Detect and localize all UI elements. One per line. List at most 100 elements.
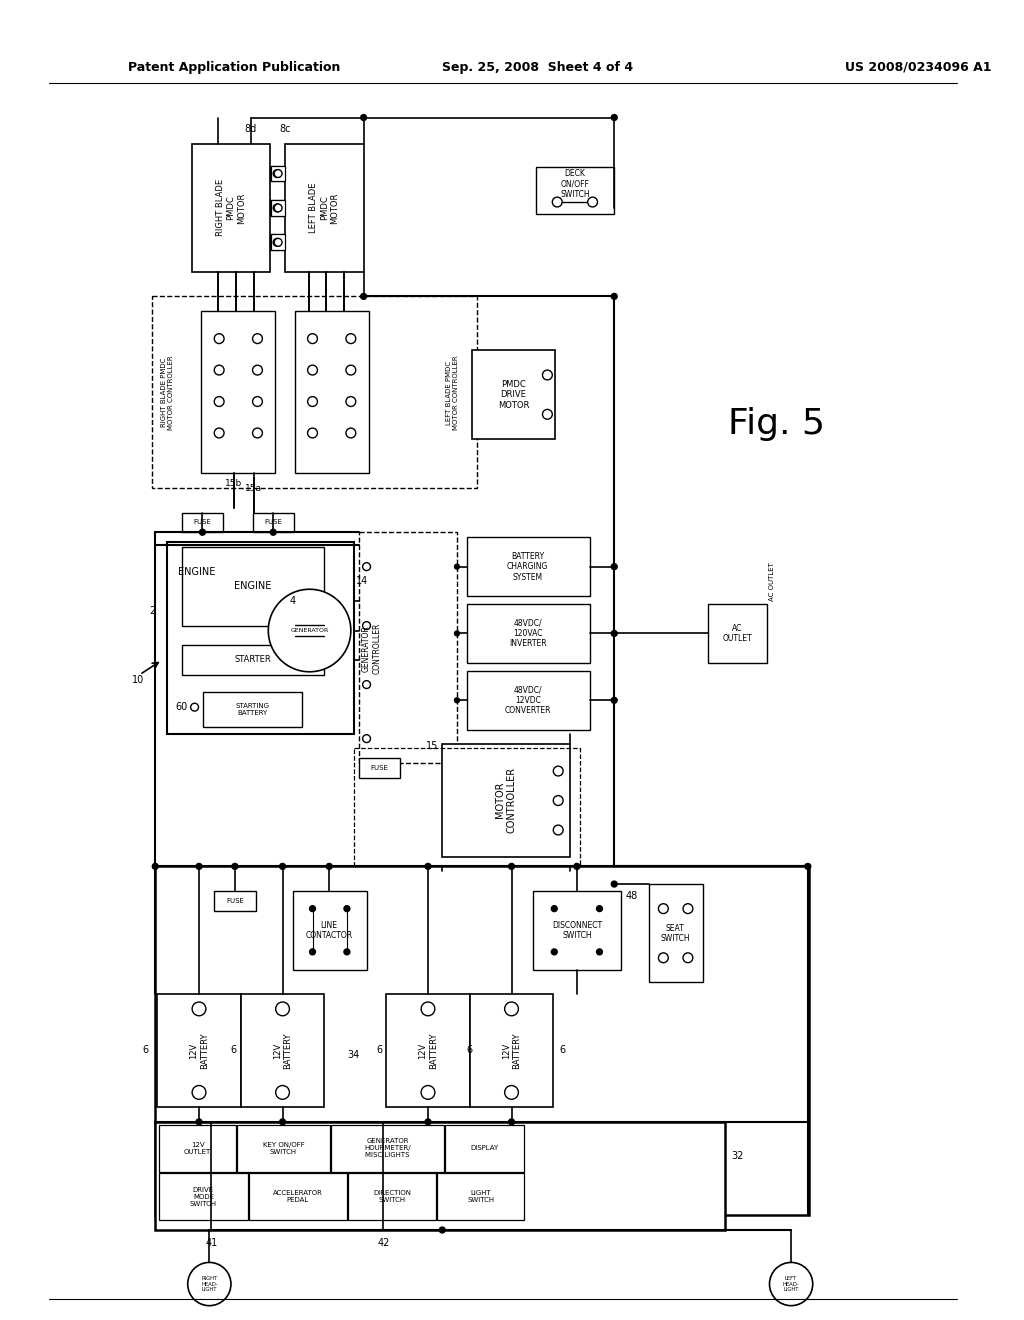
Bar xyxy=(249,1173,347,1220)
Text: 48VDC/
12VDC
CONVERTER: 48VDC/ 12VDC CONVERTER xyxy=(505,685,551,715)
Text: AC OUTLET: AC OUTLET xyxy=(769,562,775,601)
Circle shape xyxy=(362,622,371,630)
Circle shape xyxy=(455,698,460,702)
Circle shape xyxy=(193,1085,206,1100)
Text: Sep. 25, 2008  Sheet 4 of 4: Sep. 25, 2008 Sheet 4 of 4 xyxy=(442,61,634,74)
Text: 12V
OUTLET: 12V OUTLET xyxy=(184,1142,211,1155)
Text: 15b: 15b xyxy=(225,479,243,487)
Circle shape xyxy=(362,562,371,570)
Circle shape xyxy=(193,1002,206,1016)
Circle shape xyxy=(658,904,669,913)
Circle shape xyxy=(214,334,224,343)
Circle shape xyxy=(455,564,460,569)
Circle shape xyxy=(273,205,281,213)
Circle shape xyxy=(214,396,224,407)
Circle shape xyxy=(307,428,317,438)
Text: FUSE: FUSE xyxy=(194,519,211,525)
Circle shape xyxy=(275,1002,290,1016)
Circle shape xyxy=(196,863,202,870)
Circle shape xyxy=(683,904,693,913)
Text: 6: 6 xyxy=(559,1045,565,1055)
Circle shape xyxy=(346,334,355,343)
Circle shape xyxy=(455,631,460,636)
Text: 12V
BATTERY: 12V BATTERY xyxy=(502,1032,521,1069)
Text: PMDC
DRIVE
MOTOR: PMDC DRIVE MOTOR xyxy=(498,380,529,409)
Circle shape xyxy=(344,949,350,954)
Circle shape xyxy=(360,115,367,120)
Circle shape xyxy=(597,906,602,912)
Text: DIRECTION
SWITCH: DIRECTION SWITCH xyxy=(373,1191,411,1203)
Bar xyxy=(358,532,457,763)
Text: DISPLAY: DISPLAY xyxy=(470,1146,499,1151)
Circle shape xyxy=(309,949,315,954)
Bar xyxy=(191,144,270,272)
Circle shape xyxy=(274,205,282,213)
Bar xyxy=(358,758,400,777)
Bar xyxy=(253,512,294,532)
Bar xyxy=(470,994,553,1107)
Circle shape xyxy=(553,766,563,776)
Circle shape xyxy=(327,863,332,870)
Circle shape xyxy=(253,396,262,407)
Text: FUSE: FUSE xyxy=(264,519,283,525)
Circle shape xyxy=(509,1119,514,1125)
Bar xyxy=(386,994,470,1107)
Circle shape xyxy=(611,631,617,636)
Text: FUSE: FUSE xyxy=(226,898,244,904)
Circle shape xyxy=(187,1262,231,1305)
Circle shape xyxy=(551,949,557,954)
Circle shape xyxy=(273,169,281,177)
Bar xyxy=(182,546,325,626)
Bar xyxy=(295,312,369,474)
Text: RIGHT
HEAD-
LIGHT: RIGHT HEAD- LIGHT xyxy=(201,1275,218,1292)
Text: 6: 6 xyxy=(467,1045,473,1055)
Bar xyxy=(159,1125,236,1172)
Bar xyxy=(270,201,284,215)
Bar xyxy=(158,994,241,1107)
Circle shape xyxy=(253,334,262,343)
Text: GENERATOR: GENERATOR xyxy=(291,628,329,634)
Circle shape xyxy=(196,1119,202,1125)
Text: 32: 32 xyxy=(731,1151,743,1162)
Circle shape xyxy=(274,169,282,177)
Text: ENGINE: ENGINE xyxy=(233,581,271,591)
Bar xyxy=(442,743,570,857)
Bar xyxy=(237,1125,330,1172)
Bar xyxy=(182,512,223,532)
Circle shape xyxy=(439,1228,445,1233)
Circle shape xyxy=(425,863,431,870)
Text: GENERATOR
HOURMETER/
MISC LIGHTS: GENERATOR HOURMETER/ MISC LIGHTS xyxy=(365,1138,411,1159)
Bar xyxy=(472,350,555,438)
Bar xyxy=(437,1173,524,1220)
Text: DISCONNECT
SWITCH: DISCONNECT SWITCH xyxy=(552,920,602,940)
Bar xyxy=(532,891,622,970)
Circle shape xyxy=(805,863,811,870)
Text: 12V
BATTERY: 12V BATTERY xyxy=(418,1032,437,1069)
Circle shape xyxy=(683,953,693,962)
Bar xyxy=(270,235,284,251)
Circle shape xyxy=(307,366,317,375)
Circle shape xyxy=(611,564,617,570)
Circle shape xyxy=(505,1002,518,1016)
Text: 42: 42 xyxy=(377,1238,389,1247)
Text: 12V
BATTERY: 12V BATTERY xyxy=(272,1032,292,1069)
Bar xyxy=(536,166,614,214)
Bar xyxy=(159,1173,248,1220)
Text: Fig. 5: Fig. 5 xyxy=(728,407,825,441)
Text: MOTOR
CONTROLLER: MOTOR CONTROLLER xyxy=(496,767,517,833)
Circle shape xyxy=(214,428,224,438)
Bar xyxy=(353,748,580,866)
Circle shape xyxy=(309,906,315,912)
Text: LINE
CONTACTOR: LINE CONTACTOR xyxy=(305,920,353,940)
Circle shape xyxy=(588,197,598,207)
Circle shape xyxy=(346,366,355,375)
Circle shape xyxy=(307,396,317,407)
Text: ACCELERATOR
PEDAL: ACCELERATOR PEDAL xyxy=(272,1191,323,1203)
Circle shape xyxy=(280,1119,286,1125)
Circle shape xyxy=(573,863,580,870)
Text: 6: 6 xyxy=(376,1045,382,1055)
Text: 48VDC/
120VAC
INVERTER: 48VDC/ 120VAC INVERTER xyxy=(509,619,547,648)
Circle shape xyxy=(274,239,282,247)
Text: LEFT BLADE
PMDC
MOTOR: LEFT BLADE PMDC MOTOR xyxy=(309,182,339,234)
Text: US 2008/0234096 A1: US 2008/0234096 A1 xyxy=(845,61,991,74)
